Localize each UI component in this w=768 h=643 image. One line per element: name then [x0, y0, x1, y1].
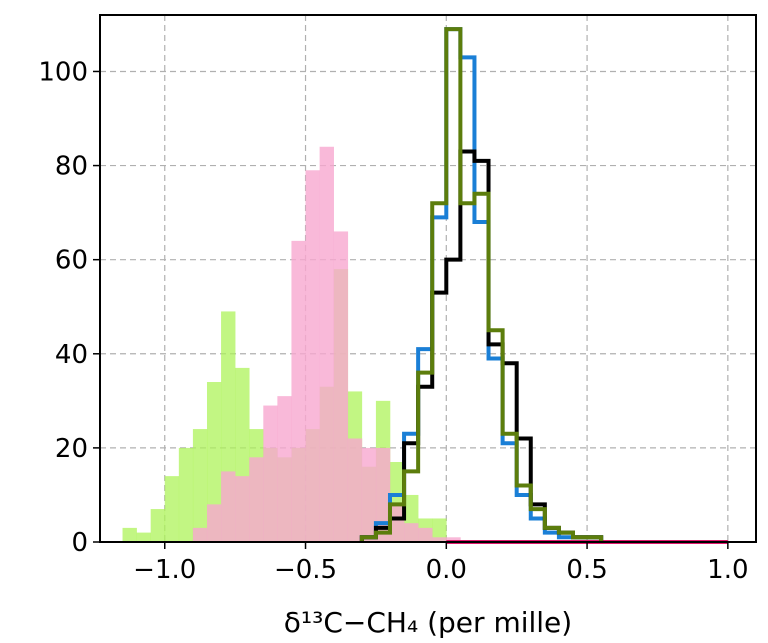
y-tick-label: 0: [71, 528, 88, 558]
histogram-series: [122, 27, 728, 544]
x-tick-label: −0.5: [274, 555, 337, 585]
x-axis-label: δ¹³C−CH₄ (per mille): [284, 606, 572, 639]
histogram-bar: [150, 509, 166, 542]
y-tick-label: 20: [55, 434, 88, 464]
histogram-bar: [192, 527, 208, 542]
x-tick-label: 1.0: [707, 555, 748, 585]
step-series: [359, 27, 604, 542]
histogram-bar: [432, 537, 447, 542]
axis-ticks: −1.0 −0.5 0.0 0.5 1.0 0 20 40 60 80 100: [38, 57, 748, 585]
step-series: [359, 27, 604, 542]
histogram-bar: [249, 457, 264, 542]
filled-series: [192, 146, 461, 543]
y-tick-label: 100: [38, 57, 88, 87]
histogram-bar: [389, 504, 405, 542]
x-tick-label: 0.5: [566, 555, 607, 585]
histogram-bar: [305, 170, 320, 542]
histogram-bar: [178, 447, 194, 542]
histogram-bar: [404, 523, 419, 542]
histogram-bar: [206, 382, 222, 542]
histogram-bar: [235, 476, 250, 542]
histogram-bar: [136, 532, 151, 542]
histogram-bar: [291, 240, 306, 542]
histogram-bar: [375, 447, 391, 542]
histogram-bar: [446, 537, 461, 542]
histogram-bar: [319, 146, 334, 542]
plot-frame: [99, 14, 757, 543]
histogram-bar: [122, 527, 137, 542]
x-tick-label: −1.0: [133, 555, 196, 585]
y-tick-label: 60: [55, 246, 88, 276]
histogram-bar: [347, 438, 363, 542]
histogram-bar: [221, 471, 236, 542]
x-tick-label: 0.0: [426, 555, 467, 585]
histogram-bar: [164, 476, 180, 542]
histogram-bar: [418, 527, 433, 542]
y-tick-label: 40: [55, 340, 88, 370]
histogram-bar: [277, 396, 292, 542]
histogram-bar: [263, 405, 278, 542]
histogram-bar: [206, 504, 222, 542]
histogram-bar: [333, 231, 349, 543]
y-tick-label: 80: [55, 152, 88, 182]
histogram-bar: [192, 429, 208, 542]
histogram-bar: [361, 447, 377, 542]
histogram-bar: [432, 518, 447, 542]
